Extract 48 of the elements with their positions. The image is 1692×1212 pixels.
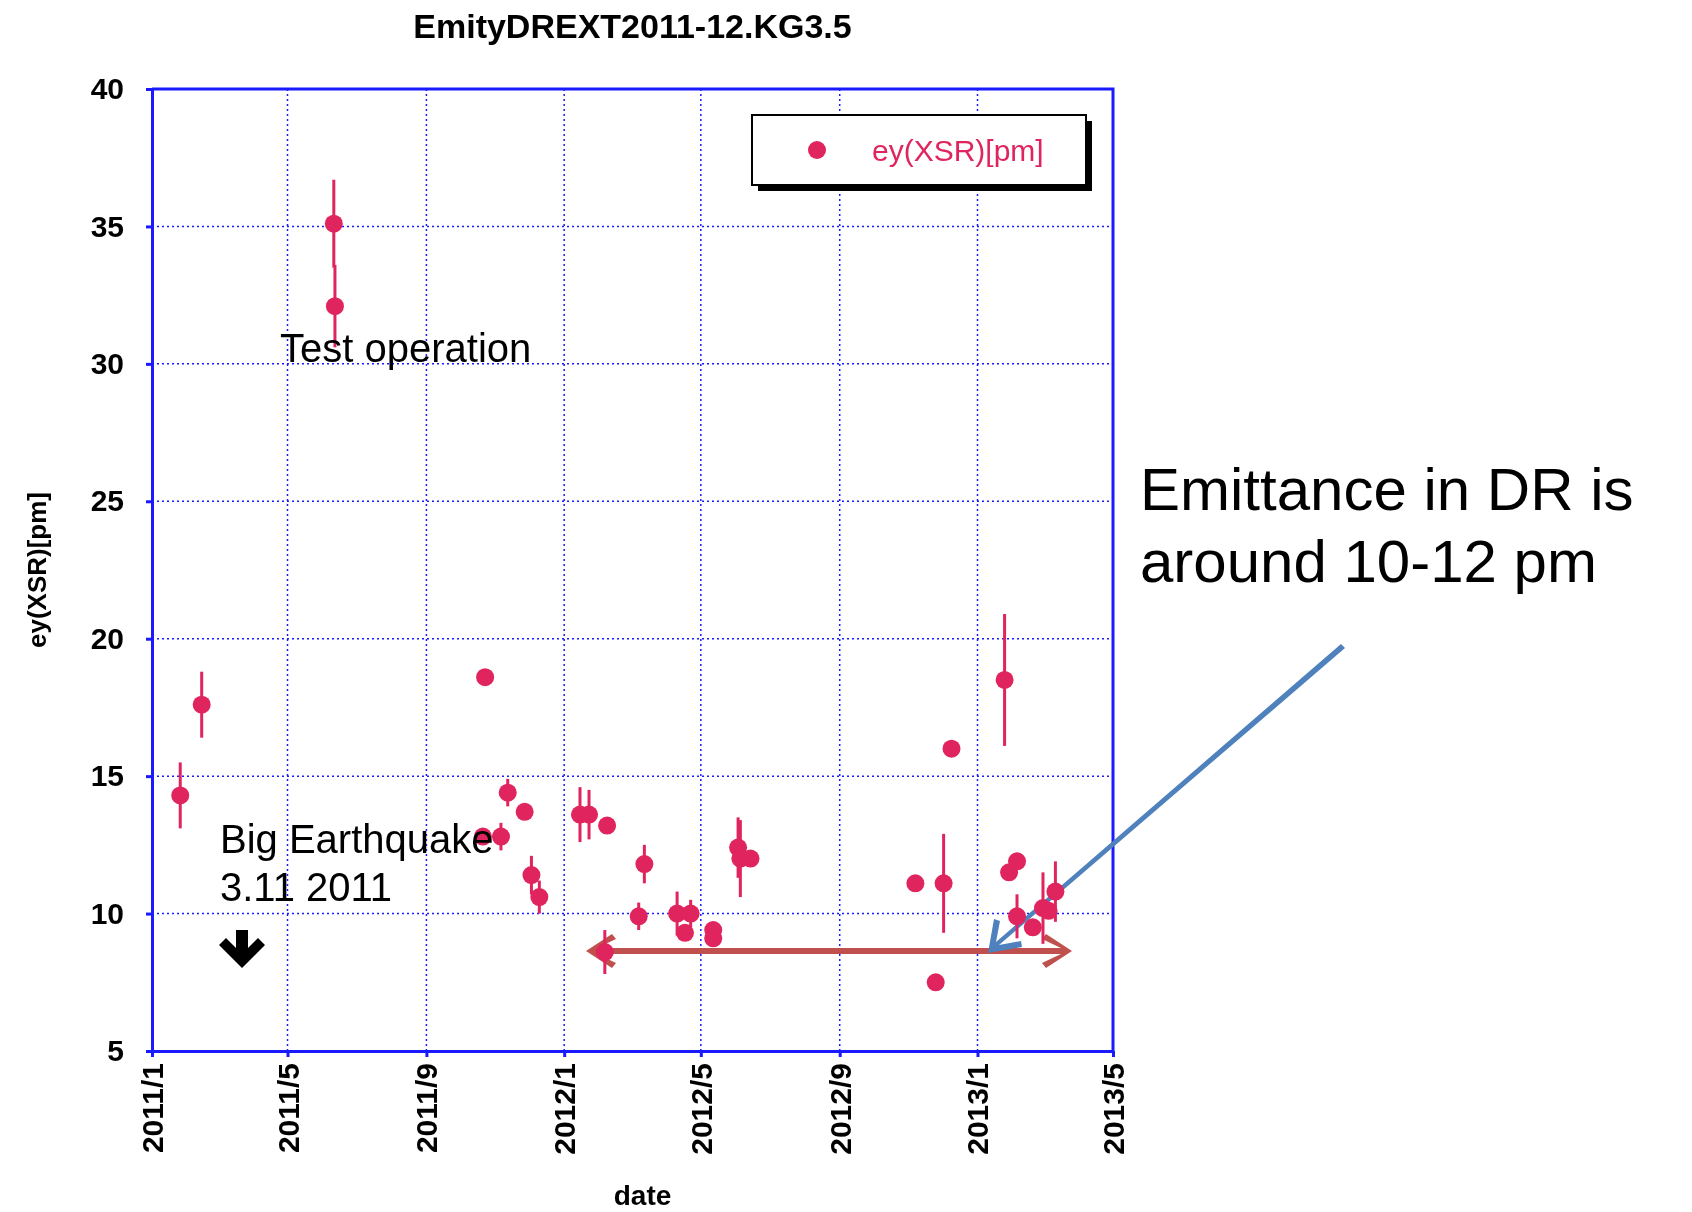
x-tick-label: 2013/5 [1097,1063,1130,1155]
annotation: Big Earthquake 3.11 2011 [220,817,494,909]
point [676,923,695,942]
y-tick-label: 15 [90,759,124,793]
point [906,874,925,893]
y-tick-label: 35 [90,209,124,243]
point [1008,907,1027,926]
x-axis-title: date [613,1180,672,1211]
y-axis-title: ey(XSR)[pm] [22,491,52,649]
y-tick-label: 30 [90,346,124,380]
point [926,973,945,992]
y-tick-label: 5 [107,1034,124,1068]
point [1008,852,1027,871]
y-tick-label: 10 [90,896,124,930]
point [934,874,953,893]
x-tick-label: 2011/9 [410,1063,444,1154]
x-tick-label: 2012/1 [548,1063,582,1155]
y-tick-label: 20 [90,621,124,655]
point [522,866,541,885]
y-tick-label: 25 [90,484,124,518]
x-tick-label: 2012/9 [823,1063,857,1155]
x-tick-label: 2011/5 [271,1063,305,1154]
chart-title: EmityDREXT2011-12.KG3.5 [413,7,852,45]
point [681,904,700,923]
x-tick-label: 2013/1 [961,1063,995,1155]
point [192,695,211,714]
point [491,827,510,846]
point [1046,882,1065,901]
x-tick-label: 2012/5 [684,1063,718,1155]
y-tick-label: 40 [90,72,124,106]
point [324,214,343,233]
point [171,786,190,805]
text: Emittance in DR is around 10-12 pm [1140,456,1634,595]
point [995,670,1014,689]
point [629,907,648,926]
point [1023,918,1042,937]
x-tick-label: 2011/1 [136,1063,169,1154]
legend-label: ey(XSR)[pm] [872,134,1044,167]
point [515,802,534,821]
annotation: Test operation [280,326,532,370]
point [498,783,517,802]
point [598,816,617,835]
point [595,943,614,962]
point [530,888,549,907]
point [635,855,654,874]
point [325,297,344,316]
point [476,668,495,687]
point [942,739,961,758]
